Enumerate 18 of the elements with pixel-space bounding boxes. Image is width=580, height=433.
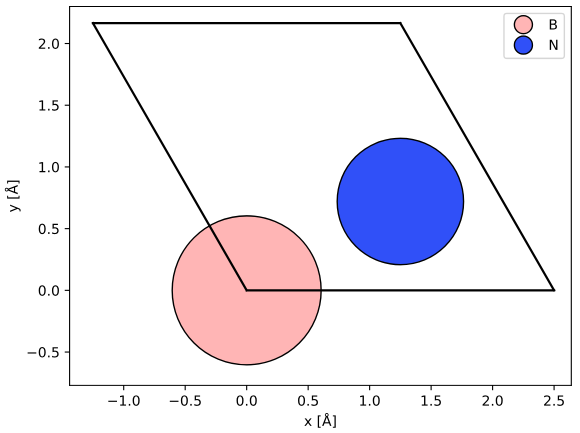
legend-label: N <box>550 40 558 50</box>
legend-label: B <box>550 19 557 30</box>
y-tick-label: 1.5 <box>39 100 59 111</box>
x-tick-label: 1.0 <box>360 395 380 406</box>
y-tick-label: 2.0 <box>38 38 59 49</box>
x-axis-title: x [Å] <box>304 413 336 428</box>
x-tick-label: 2.5 <box>544 395 564 406</box>
x-tick-label: −0.5 <box>170 395 201 406</box>
y-tick-label: 0.0 <box>38 285 59 296</box>
x-tick-label: −1.0 <box>108 395 140 406</box>
y-tick-label: 1.0 <box>39 162 59 172</box>
x-tick-label: 2.0 <box>482 395 503 406</box>
x-tick-label: 0.0 <box>236 395 257 406</box>
y-tick-label: 0.5 <box>38 224 59 234</box>
y-axis-title: y [Å] <box>4 180 21 212</box>
x-tick-label: 0.5 <box>298 395 318 406</box>
y-tick-label: −0.5 <box>28 347 59 358</box>
x-tick-label: 1.5 <box>422 396 441 406</box>
